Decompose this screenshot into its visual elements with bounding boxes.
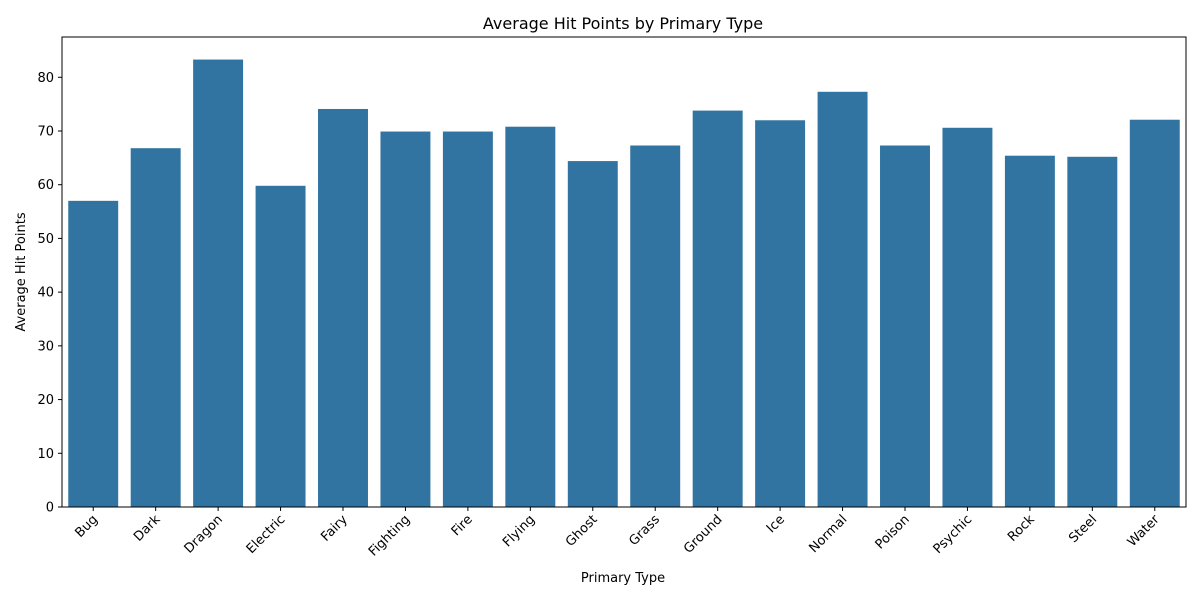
- bar-rock: [1004, 155, 1055, 508]
- x-axis-label: Primary Type: [581, 571, 665, 586]
- y-axis-label: Average Hit Points: [14, 212, 29, 331]
- bars-group: [68, 59, 1180, 508]
- bar-ghost: [567, 161, 618, 507]
- x-tick-label: Electric: [244, 512, 289, 557]
- bar-bug: [68, 200, 119, 508]
- bar-fire: [442, 131, 493, 507]
- y-tick-label: 80: [37, 71, 54, 86]
- x-tick-label: Dark: [131, 512, 164, 545]
- x-tick-label: Steel: [1066, 512, 1100, 546]
- x-tick-label: Bug: [72, 512, 101, 541]
- chart-title: Average Hit Points by Primary Type: [483, 14, 763, 33]
- x-tick-label: Grass: [626, 512, 663, 549]
- y-tick-label: 40: [37, 286, 54, 301]
- y-tick-label: 50: [37, 232, 54, 247]
- y-axis: 0 10 20 30 40 50 60 70 80: [37, 71, 62, 516]
- x-tick-label: Dragon: [182, 512, 226, 556]
- x-tick-label: Rock: [1005, 512, 1038, 545]
- bar-water: [1129, 119, 1180, 507]
- x-tick-label: Ghost: [563, 512, 601, 550]
- y-tick-label: 60: [37, 178, 54, 193]
- y-tick-label: 30: [37, 339, 54, 354]
- x-axis: Bug Dark Dragon Electric Fairy Fighting Fire Fl…: [72, 507, 1163, 559]
- bar-ice: [755, 120, 806, 507]
- x-tick-label: Fairy: [318, 512, 351, 545]
- x-tick-label: Ground: [681, 512, 725, 556]
- bar-dragon: [193, 59, 244, 508]
- bar-psychic: [942, 127, 993, 507]
- x-tick-label: Flying: [500, 512, 538, 550]
- bar-electric: [255, 185, 306, 507]
- x-tick-label: Water: [1125, 512, 1163, 550]
- bar-normal: [817, 91, 868, 507]
- x-tick-label: Poison: [873, 512, 913, 552]
- bar-ground: [692, 110, 743, 508]
- y-tick-label: 10: [37, 447, 54, 462]
- x-tick-label: Fighting: [366, 512, 413, 559]
- bar-dark: [130, 148, 181, 507]
- y-tick-label: 20: [37, 393, 54, 408]
- x-tick-label: Normal: [807, 512, 851, 556]
- bar-fighting: [380, 131, 431, 507]
- bar-flying: [505, 126, 556, 508]
- plot-frame: [61, 36, 1187, 508]
- bar-grass: [630, 145, 681, 507]
- x-tick-label: Fire: [449, 512, 476, 539]
- bar-steel: [1067, 156, 1118, 508]
- x-tick-label: Psychic: [931, 512, 976, 557]
- bar-poison: [880, 145, 930, 507]
- y-tick-label: 0: [46, 501, 54, 516]
- x-tick-label: Ice: [764, 512, 788, 536]
- y-tick-label: 70: [37, 125, 54, 140]
- bar-fairy: [318, 108, 368, 507]
